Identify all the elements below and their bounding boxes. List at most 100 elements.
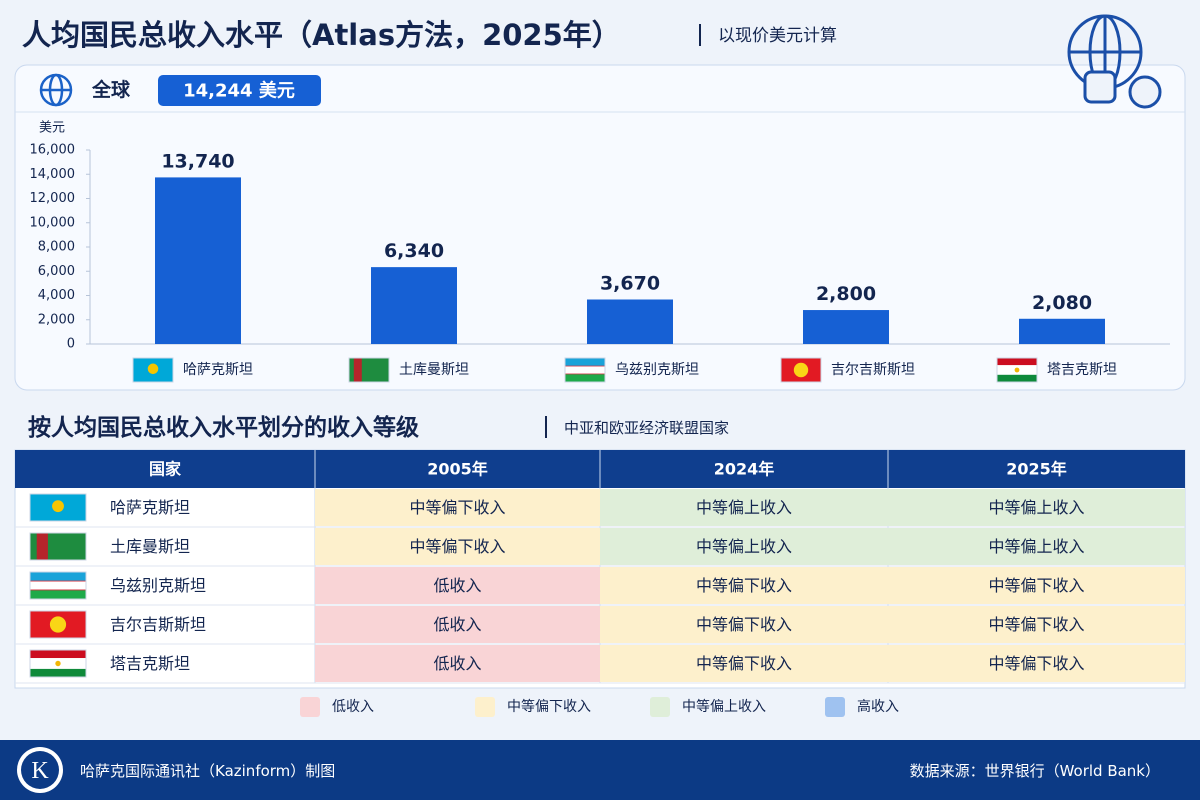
table-cell: 中等偏下收入	[409, 498, 505, 517]
flag-part	[997, 374, 1037, 382]
y-tick-label: 10,000	[30, 215, 76, 230]
table-cell-bg	[888, 567, 1185, 604]
value-label: 3,670	[600, 273, 660, 295]
y-tick-label: 14,000	[30, 167, 76, 182]
table-header-cell: 2005年	[427, 460, 488, 479]
flag-part	[997, 358, 1037, 366]
table-cell-bg	[315, 489, 600, 526]
flag-part	[565, 373, 605, 375]
flag-part	[52, 500, 64, 513]
logo-letter: K	[31, 758, 49, 784]
flag-border	[29, 532, 87, 561]
flag-part	[1014, 367, 1020, 373]
country-name: 乌兹别克斯坦	[110, 576, 206, 595]
flag-part	[565, 358, 605, 366]
table-cell: 低收入	[433, 615, 481, 634]
flag-border	[29, 571, 87, 600]
flag-part	[30, 572, 86, 581]
table-cell-bg	[600, 489, 888, 526]
x-tick-label: 哈萨克斯坦	[183, 362, 253, 378]
country-name: 哈萨克斯坦	[110, 498, 190, 517]
x-tick-label: 塔吉克斯坦	[1047, 362, 1117, 378]
flag-border	[996, 357, 1038, 383]
subtitle: 以现价美元计算	[718, 26, 837, 46]
flag-border	[780, 357, 822, 383]
table-header-cell: 2025年	[1006, 460, 1067, 479]
table-cell: 中等偏下收入	[988, 615, 1084, 634]
table-header-cell: 国家	[149, 460, 182, 479]
flag-part	[147, 363, 159, 375]
flag-border	[348, 357, 390, 383]
global-label: 全球	[91, 78, 131, 101]
legend-swatch	[475, 697, 495, 717]
x-tick-label: 土库曼斯坦	[399, 362, 469, 378]
flag-part	[30, 580, 86, 582]
footer-credit: 哈萨克国际通讯社（Kazinform）制图	[80, 762, 335, 780]
legend-label: 中等偏下收入	[507, 698, 591, 715]
value-label: 13,740	[161, 150, 234, 172]
legend-swatch	[825, 697, 845, 717]
legend-label: 中等偏上收入	[682, 698, 766, 715]
table-cell-bg	[315, 645, 600, 682]
x-tick-label: 乌兹别克斯坦	[615, 362, 699, 378]
table-cell: 中等偏下收入	[696, 576, 792, 595]
bar	[371, 267, 457, 344]
table-cell: 中等偏下收入	[696, 615, 792, 634]
table-cell: 中等偏下收入	[988, 654, 1084, 673]
logo-inner	[21, 751, 59, 789]
value-label: 2,080	[1032, 292, 1092, 314]
globe-icon	[1067, 14, 1162, 109]
legend-label: 低收入	[332, 699, 374, 715]
flag-border	[29, 493, 87, 522]
flag-part	[793, 362, 809, 378]
y-tick-label: 6,000	[38, 264, 75, 279]
flag-part	[30, 589, 86, 591]
flag-part	[30, 668, 86, 677]
flag-part	[30, 650, 86, 659]
legend-label: 高收入	[857, 698, 899, 715]
y-tick-label: 2,000	[38, 312, 75, 327]
section-subtitle: 中亚和欧亚经济联盟国家	[564, 419, 729, 437]
table-cell-bg	[888, 645, 1185, 682]
table-cell: 中等偏上收入	[696, 498, 792, 517]
country-name: 吉尔吉斯斯坦	[110, 615, 206, 634]
table-cell: 中等偏上收入	[988, 498, 1084, 517]
table-cell-bg	[600, 567, 888, 604]
title: 人均国民总收入水平（Atlas方法，2025年）	[22, 18, 621, 52]
country-name: 土库曼斯坦	[110, 537, 190, 556]
section-title: 按人均国民总收入水平划分的收入等级	[28, 414, 419, 441]
table-cell: 低收入	[433, 654, 481, 673]
table-cell: 中等偏上收入	[988, 537, 1084, 556]
table-cell: 中等偏下收入	[988, 576, 1084, 595]
table-cell-bg	[315, 567, 600, 604]
flag-part	[49, 616, 67, 633]
flag-part	[36, 533, 48, 560]
global-badge	[158, 75, 321, 106]
table-cell-bg	[315, 528, 600, 565]
legend-swatch	[300, 697, 320, 717]
flag-border	[132, 357, 174, 383]
flag-part	[565, 365, 605, 375]
legend-swatch	[650, 697, 670, 717]
y-tick-label: 16,000	[30, 143, 76, 158]
bar	[155, 177, 241, 344]
table-cell-bg	[315, 606, 600, 643]
footer-bar	[0, 740, 1200, 800]
bar	[803, 310, 889, 344]
flag-part	[565, 374, 605, 382]
flag-part	[30, 580, 86, 591]
table-cell: 中等偏下收入	[696, 654, 792, 673]
x-tick-label: 吉尔吉斯斯坦	[831, 362, 915, 378]
table-cell: 低收入	[433, 576, 481, 595]
footer-source: 数据来源：世界银行（World Bank）	[910, 762, 1160, 780]
bar	[1019, 318, 1105, 344]
flag-part	[353, 358, 362, 382]
table-cell: 中等偏上收入	[696, 537, 792, 556]
flag-border	[564, 357, 606, 383]
chart-panel	[14, 64, 1186, 391]
global-value: 14,244 美元	[183, 80, 295, 102]
flag-part	[565, 365, 605, 367]
y-axis-label: 美元	[39, 121, 65, 136]
table-cell-bg	[600, 606, 888, 643]
